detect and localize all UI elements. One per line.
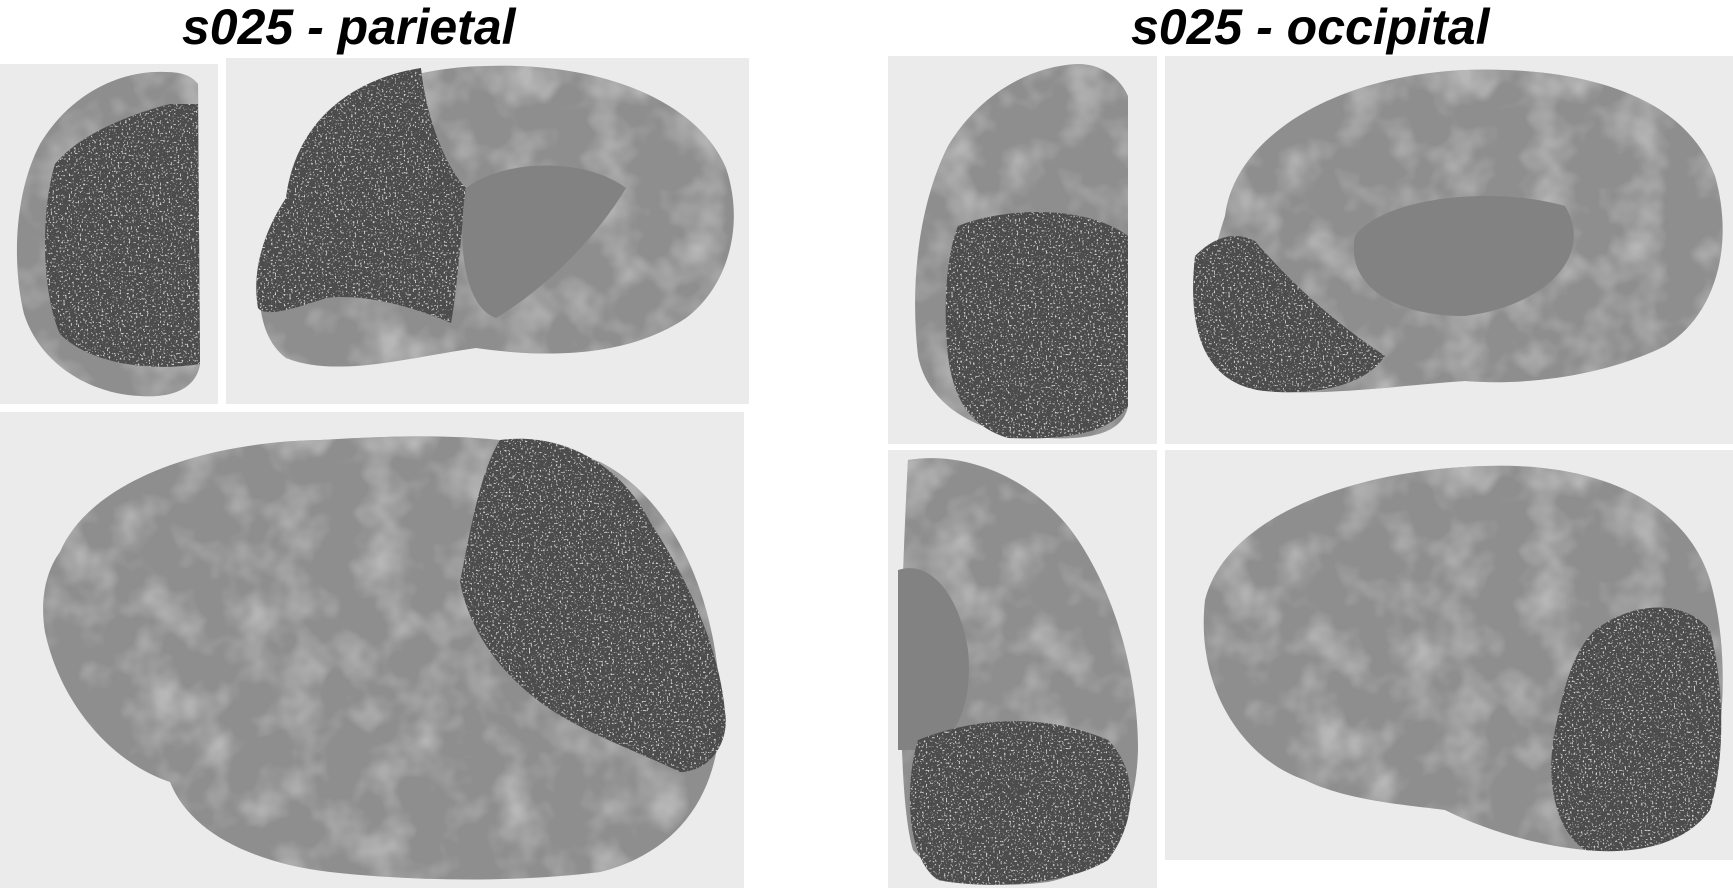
occipital-lateral-view	[1165, 450, 1733, 860]
occipital-medial-view	[1165, 56, 1733, 444]
occipital-posterior-brain-image	[888, 56, 1157, 444]
occipital-posterior-view	[888, 56, 1157, 444]
parietal-posterior-brain-image	[0, 64, 218, 404]
parietal-posterior-view	[0, 64, 218, 404]
right-figure-title: s025 - occipital	[1131, 0, 1490, 54]
occipital-lateral-brain-image	[1165, 450, 1733, 860]
occipital-inferior-view	[888, 450, 1157, 888]
parietal-medial-view	[226, 58, 749, 404]
occipital-medial-brain-image	[1165, 56, 1733, 444]
parietal-lateral-brain-image	[0, 412, 744, 888]
occipital-inferior-brain-image	[888, 450, 1157, 888]
left-figure-title: s025 - parietal	[182, 0, 516, 54]
parietal-lateral-view	[0, 412, 744, 888]
parietal-medial-brain-image	[226, 58, 749, 404]
